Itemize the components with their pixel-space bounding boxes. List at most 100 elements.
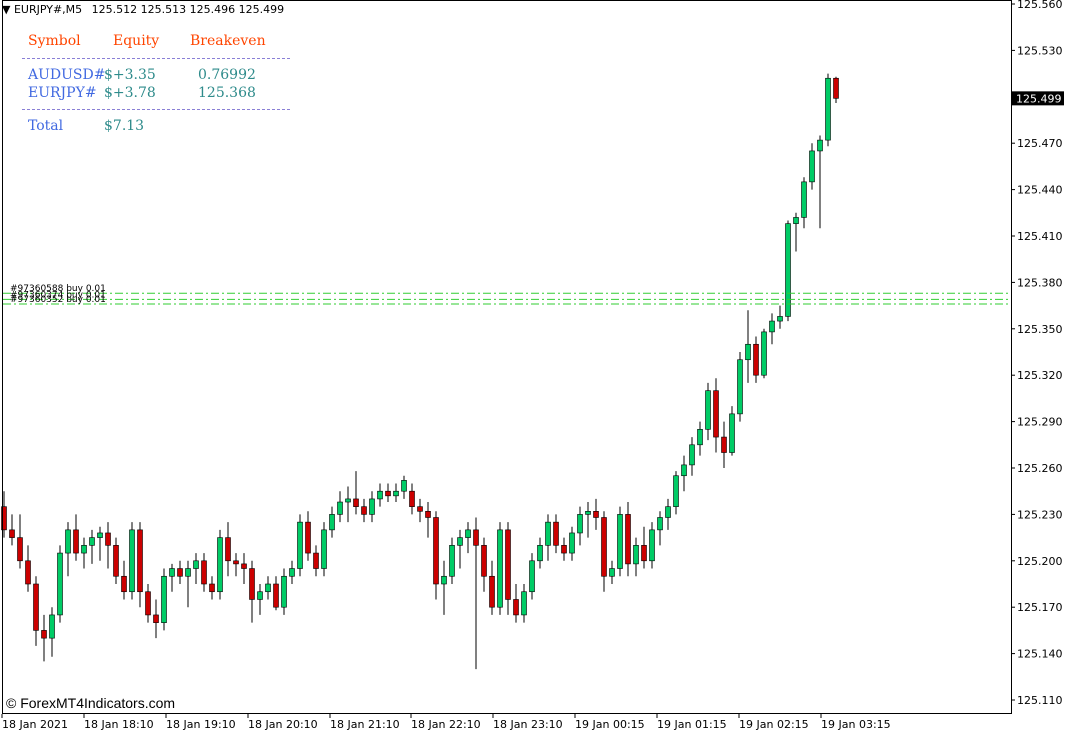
bull-candle bbox=[129, 529, 135, 593]
bull-candle bbox=[745, 343, 751, 361]
bull-candle bbox=[345, 498, 351, 503]
y-tick-label: 125.350 bbox=[1017, 323, 1063, 336]
bear-candle bbox=[9, 529, 15, 538]
bull-candle bbox=[329, 514, 335, 531]
panel-header-equity: Equity bbox=[113, 33, 160, 49]
bull-candle bbox=[825, 77, 831, 141]
y-tick-label: 125.530 bbox=[1017, 44, 1063, 57]
y-tick-label: 125.320 bbox=[1017, 369, 1063, 382]
bull-candle bbox=[49, 614, 55, 639]
bull-candle bbox=[609, 568, 615, 577]
row-equity: $+3.78 bbox=[104, 85, 156, 101]
x-tick-label: 18 Jan 18:10 bbox=[84, 718, 154, 731]
y-tick-label: 125.410 bbox=[1017, 230, 1063, 243]
bull-candle bbox=[265, 583, 271, 593]
bull-candle bbox=[449, 545, 455, 577]
bear-candle bbox=[721, 436, 727, 453]
bear-candle bbox=[25, 560, 31, 585]
panel-divider-top bbox=[22, 58, 290, 59]
bull-candle bbox=[537, 545, 543, 562]
bull-candle bbox=[617, 514, 623, 569]
order-label: #97360352 buy 0.01 bbox=[10, 295, 106, 305]
bull-candle bbox=[337, 501, 343, 515]
price-axis-group: 125.560125.530125.500125.470125.440125.4… bbox=[1011, 0, 1064, 707]
y-tick-label: 125.170 bbox=[1017, 601, 1063, 614]
bull-candle bbox=[761, 331, 767, 376]
bull-candle bbox=[569, 532, 575, 554]
x-tick-label: 18 Jan 19:10 bbox=[166, 718, 236, 731]
bear-candle bbox=[201, 560, 207, 585]
bear-candle bbox=[137, 529, 143, 593]
bear-candle bbox=[473, 529, 479, 546]
bear-candle bbox=[305, 521, 311, 554]
bear-candle bbox=[113, 545, 119, 577]
x-tick-label: 18 Jan 2021 bbox=[2, 718, 68, 731]
y-tick-label: 125.230 bbox=[1017, 508, 1063, 521]
order-lines-group: #97360588 buy 0.01#97360374 buy 0.01#973… bbox=[3, 284, 1011, 305]
x-tick-label: 18 Jan 21:10 bbox=[330, 718, 400, 731]
panel-divider-bottom bbox=[22, 109, 290, 110]
bull-candle bbox=[321, 529, 327, 569]
bull-candle bbox=[657, 517, 663, 531]
row-equity: $+3.35 bbox=[104, 67, 156, 83]
bull-candle bbox=[441, 575, 447, 585]
time-axis-group: 18 Jan 2021 18 Jan 18:10 18 Jan 19:10 18 Ja… bbox=[1, 714, 891, 731]
bull-candle bbox=[705, 390, 711, 430]
bear-candle bbox=[601, 517, 607, 577]
x-tick-label: 18 Jan 23:10 bbox=[493, 718, 563, 731]
header-bar: ▼ EURJPY#,M5 125.512 125.513 125.496 125… bbox=[2, 3, 284, 16]
bull-candle bbox=[809, 150, 815, 183]
bull-candle bbox=[377, 490, 383, 500]
bull-candle bbox=[57, 552, 63, 616]
bull-candle bbox=[793, 217, 799, 224]
x-tick-label: 19 Jan 00:15 bbox=[575, 718, 645, 731]
y-tick-label: 125.440 bbox=[1017, 184, 1063, 197]
bear-candle bbox=[249, 568, 255, 600]
bear-candle bbox=[641, 545, 647, 562]
bull-candle bbox=[401, 480, 407, 492]
bear-candle bbox=[593, 511, 599, 518]
x-tick-label: 18 Jan 20:10 bbox=[248, 718, 318, 731]
bull-candle bbox=[633, 545, 639, 565]
symbol-timeframe: EURJPY#,M5 bbox=[13, 3, 83, 16]
bull-candle bbox=[393, 490, 399, 497]
bear-candle bbox=[513, 599, 519, 616]
bull-candle bbox=[529, 560, 535, 593]
bear-candle bbox=[625, 514, 631, 565]
y-tick-label: 125.560 bbox=[1017, 0, 1063, 11]
bear-candle bbox=[153, 614, 159, 623]
bear-candle bbox=[561, 545, 567, 554]
bear-candle bbox=[225, 537, 231, 562]
bull-candle bbox=[161, 575, 167, 623]
bear-candle bbox=[73, 529, 79, 554]
bull-candle bbox=[681, 464, 687, 477]
bull-candle bbox=[521, 591, 527, 616]
bull-candle bbox=[497, 529, 503, 608]
bull-candle bbox=[689, 444, 695, 466]
plot-frame bbox=[2, 0, 1012, 714]
bear-candle bbox=[241, 563, 247, 569]
bear-candle bbox=[273, 583, 279, 608]
bear-candle bbox=[1, 506, 7, 531]
bear-candle bbox=[713, 390, 719, 438]
x-tick-label: 19 Jan 01:15 bbox=[657, 718, 727, 731]
candles-group bbox=[1, 73, 839, 670]
bull-candle bbox=[737, 359, 743, 415]
y-tick-label: 125.110 bbox=[1017, 694, 1063, 707]
bull-candle bbox=[369, 498, 375, 515]
dropdown-triangle-icon[interactable]: ▼ bbox=[2, 3, 11, 16]
y-tick-label: 125.140 bbox=[1017, 648, 1063, 661]
bear-candle bbox=[121, 575, 127, 593]
watermark: © ForexMT4Indicators.com bbox=[6, 695, 176, 711]
bear-candle bbox=[177, 568, 183, 577]
bull-candle bbox=[545, 521, 551, 546]
bull-candle bbox=[801, 181, 807, 218]
bull-candle bbox=[585, 511, 591, 515]
x-tick-label: 18 Jan 22:10 bbox=[411, 718, 481, 731]
bull-candle bbox=[97, 532, 103, 538]
bull-candle bbox=[281, 575, 287, 608]
bear-candle bbox=[353, 498, 359, 507]
bear-candle bbox=[833, 77, 839, 99]
